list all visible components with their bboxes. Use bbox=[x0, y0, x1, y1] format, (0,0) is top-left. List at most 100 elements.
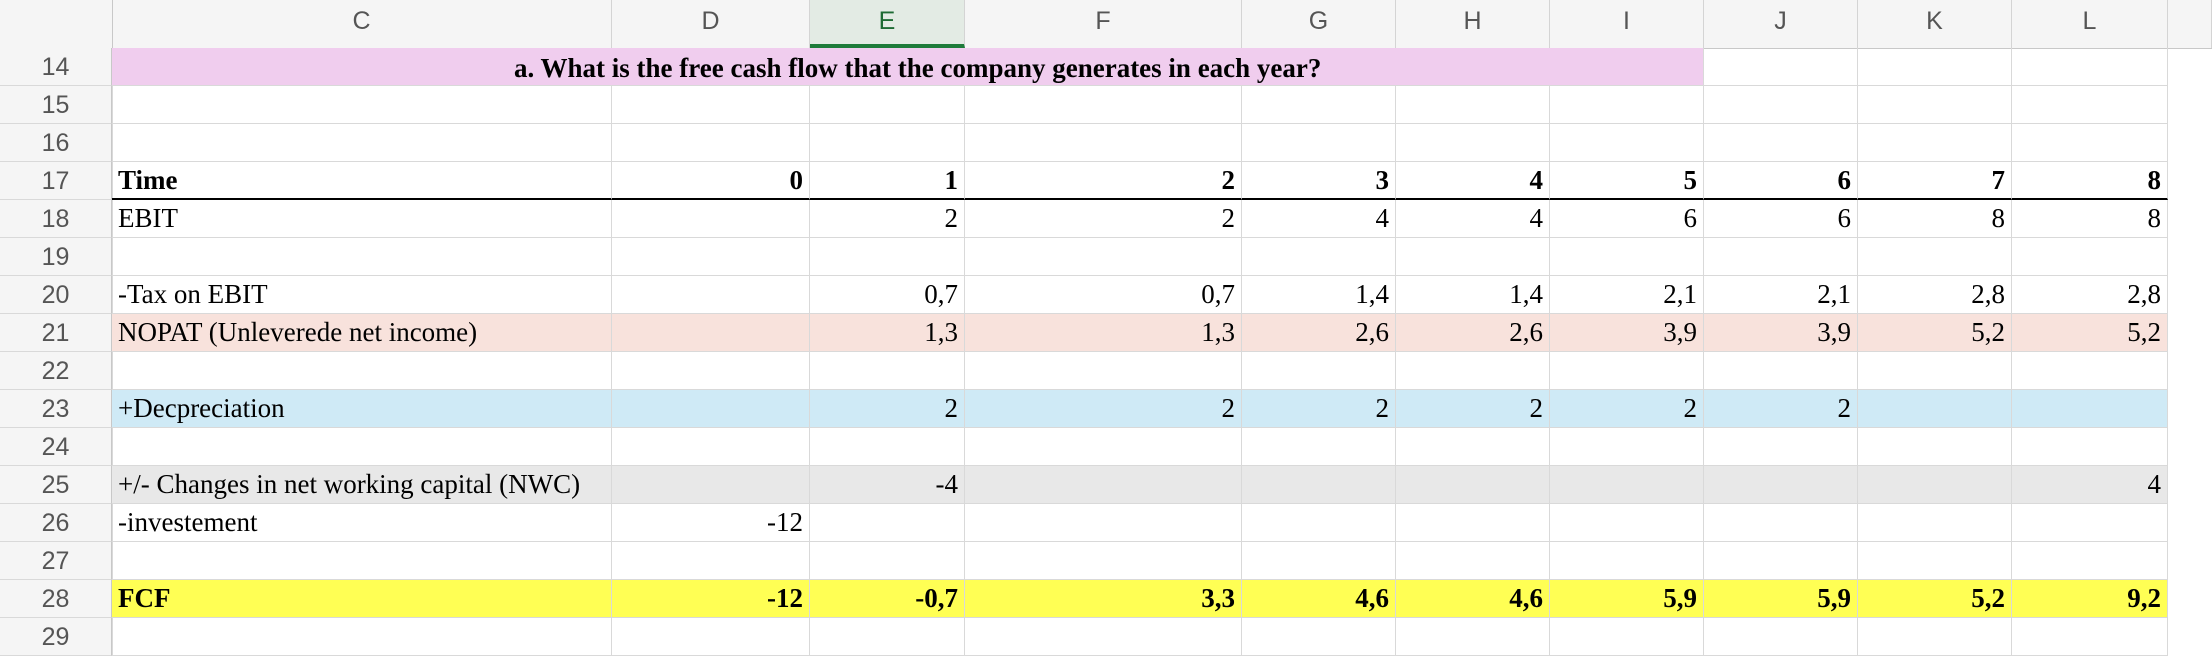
cell-j18[interactable]: 6 bbox=[1704, 200, 1858, 238]
cell-c29[interactable] bbox=[112, 618, 612, 656]
row-header-25[interactable]: 25 bbox=[0, 466, 112, 504]
cell-j23[interactable]: 2 bbox=[1704, 390, 1858, 428]
cell-g23[interactable]: 2 bbox=[1242, 390, 1396, 428]
row-header-24[interactable]: 24 bbox=[0, 428, 112, 466]
cell-l24[interactable] bbox=[2012, 428, 2168, 466]
cell-l14[interactable] bbox=[2012, 48, 2168, 86]
cell-l22[interactable] bbox=[2012, 352, 2168, 390]
cell-d17[interactable]: 0 bbox=[612, 162, 810, 200]
row-header-15[interactable]: 15 bbox=[0, 86, 112, 124]
cell-f24[interactable] bbox=[965, 428, 1242, 466]
cell-d28[interactable]: -12 bbox=[612, 580, 810, 618]
cell-i26[interactable] bbox=[1550, 504, 1704, 542]
cell-d23[interactable] bbox=[612, 390, 810, 428]
cell-h29[interactable] bbox=[1396, 618, 1550, 656]
cell-i15[interactable] bbox=[1550, 86, 1704, 124]
cell-l19[interactable] bbox=[2012, 238, 2168, 276]
cell-g17[interactable]: 3 bbox=[1242, 162, 1396, 200]
cell-i24[interactable] bbox=[1550, 428, 1704, 466]
cell-i20[interactable]: 2,1 bbox=[1550, 276, 1704, 314]
cell-g19[interactable] bbox=[1242, 238, 1396, 276]
cell-j27[interactable] bbox=[1704, 542, 1858, 580]
row-header-21[interactable]: 21 bbox=[0, 314, 112, 352]
cell-j28[interactable]: 5,9 bbox=[1704, 580, 1858, 618]
cell-h28[interactable]: 4,6 bbox=[1396, 580, 1550, 618]
cell-h20[interactable]: 1,4 bbox=[1396, 276, 1550, 314]
cell-k16[interactable] bbox=[1858, 124, 2012, 162]
row-header-14[interactable]: 14 bbox=[0, 48, 112, 86]
cell-e25[interactable]: -4 bbox=[810, 466, 965, 504]
cell-c23[interactable]: +Decpreciation bbox=[112, 390, 612, 428]
cell-i16[interactable] bbox=[1550, 124, 1704, 162]
cell-g28[interactable]: 4,6 bbox=[1242, 580, 1396, 618]
column-header-l[interactable]: L bbox=[2012, 0, 2168, 48]
cell-k25[interactable] bbox=[1858, 466, 2012, 504]
cell-l15[interactable] bbox=[2012, 86, 2168, 124]
cell-c17[interactable]: Time bbox=[112, 162, 612, 200]
cell-k29[interactable] bbox=[1858, 618, 2012, 656]
cell-i18[interactable]: 6 bbox=[1550, 200, 1704, 238]
cell-k18[interactable]: 8 bbox=[1858, 200, 2012, 238]
cell-i27[interactable] bbox=[1550, 542, 1704, 580]
cell-c24[interactable] bbox=[112, 428, 612, 466]
column-header-j[interactable]: J bbox=[1704, 0, 1858, 48]
row-header-22[interactable]: 22 bbox=[0, 352, 112, 390]
cell-l26[interactable] bbox=[2012, 504, 2168, 542]
cell-k14[interactable] bbox=[1858, 48, 2012, 86]
cell-f16[interactable] bbox=[965, 124, 1242, 162]
cell-j17[interactable]: 6 bbox=[1704, 162, 1858, 200]
cell-d20[interactable] bbox=[612, 276, 810, 314]
cell-f29[interactable] bbox=[965, 618, 1242, 656]
cell-j20[interactable]: 2,1 bbox=[1704, 276, 1858, 314]
cell-l17[interactable]: 8 bbox=[2012, 162, 2168, 200]
cell-d29[interactable] bbox=[612, 618, 810, 656]
cell-e17[interactable]: 1 bbox=[810, 162, 965, 200]
cell-g15[interactable] bbox=[1242, 86, 1396, 124]
cell-f28[interactable]: 3,3 bbox=[965, 580, 1242, 618]
cell-k28[interactable]: 5,2 bbox=[1858, 580, 2012, 618]
cell-g18[interactable]: 4 bbox=[1242, 200, 1396, 238]
cell-j29[interactable] bbox=[1704, 618, 1858, 656]
row-header-27[interactable]: 27 bbox=[0, 542, 112, 580]
cell-f17[interactable]: 2 bbox=[965, 162, 1242, 200]
cell-j26[interactable] bbox=[1704, 504, 1858, 542]
cell-e28[interactable]: -0,7 bbox=[810, 580, 965, 618]
row-header-19[interactable]: 19 bbox=[0, 238, 112, 276]
cell-c26[interactable]: -investement bbox=[112, 504, 612, 542]
cell-i25[interactable] bbox=[1550, 466, 1704, 504]
column-header-k[interactable]: K bbox=[1858, 0, 2012, 48]
cell-e29[interactable] bbox=[810, 618, 965, 656]
cell-k27[interactable] bbox=[1858, 542, 2012, 580]
cell-c20[interactable]: -Tax on EBIT bbox=[112, 276, 612, 314]
cell-k20[interactable]: 2,8 bbox=[1858, 276, 2012, 314]
cell-e26[interactable] bbox=[810, 504, 965, 542]
cell-d16[interactable] bbox=[612, 124, 810, 162]
cell-c27[interactable] bbox=[112, 542, 612, 580]
column-header-g[interactable]: G bbox=[1242, 0, 1396, 48]
cell-d22[interactable] bbox=[612, 352, 810, 390]
cell-f18[interactable]: 2 bbox=[965, 200, 1242, 238]
cell-k24[interactable] bbox=[1858, 428, 2012, 466]
cell-l18[interactable]: 8 bbox=[2012, 200, 2168, 238]
column-header-h[interactable]: H bbox=[1396, 0, 1550, 48]
cell-h15[interactable] bbox=[1396, 86, 1550, 124]
cell-h16[interactable] bbox=[1396, 124, 1550, 162]
cell-i19[interactable] bbox=[1550, 238, 1704, 276]
row-header-20[interactable]: 20 bbox=[0, 276, 112, 314]
cell-g21[interactable]: 2,6 bbox=[1242, 314, 1396, 352]
cell-c25[interactable]: +/- Changes in net working capital (NWC) bbox=[112, 466, 612, 504]
cell-h25[interactable] bbox=[1396, 466, 1550, 504]
cell-d15[interactable] bbox=[612, 86, 810, 124]
cell-i28[interactable]: 5,9 bbox=[1550, 580, 1704, 618]
cell-i29[interactable] bbox=[1550, 618, 1704, 656]
cell-j19[interactable] bbox=[1704, 238, 1858, 276]
cell-i17[interactable]: 5 bbox=[1550, 162, 1704, 200]
cell-f20[interactable]: 0,7 bbox=[965, 276, 1242, 314]
cell-e19[interactable] bbox=[810, 238, 965, 276]
cell-h21[interactable]: 2,6 bbox=[1396, 314, 1550, 352]
cell-d27[interactable] bbox=[612, 542, 810, 580]
cell-e20[interactable]: 0,7 bbox=[810, 276, 965, 314]
cell-h19[interactable] bbox=[1396, 238, 1550, 276]
cell-l25[interactable]: 4 bbox=[2012, 466, 2168, 504]
cell-f23[interactable]: 2 bbox=[965, 390, 1242, 428]
